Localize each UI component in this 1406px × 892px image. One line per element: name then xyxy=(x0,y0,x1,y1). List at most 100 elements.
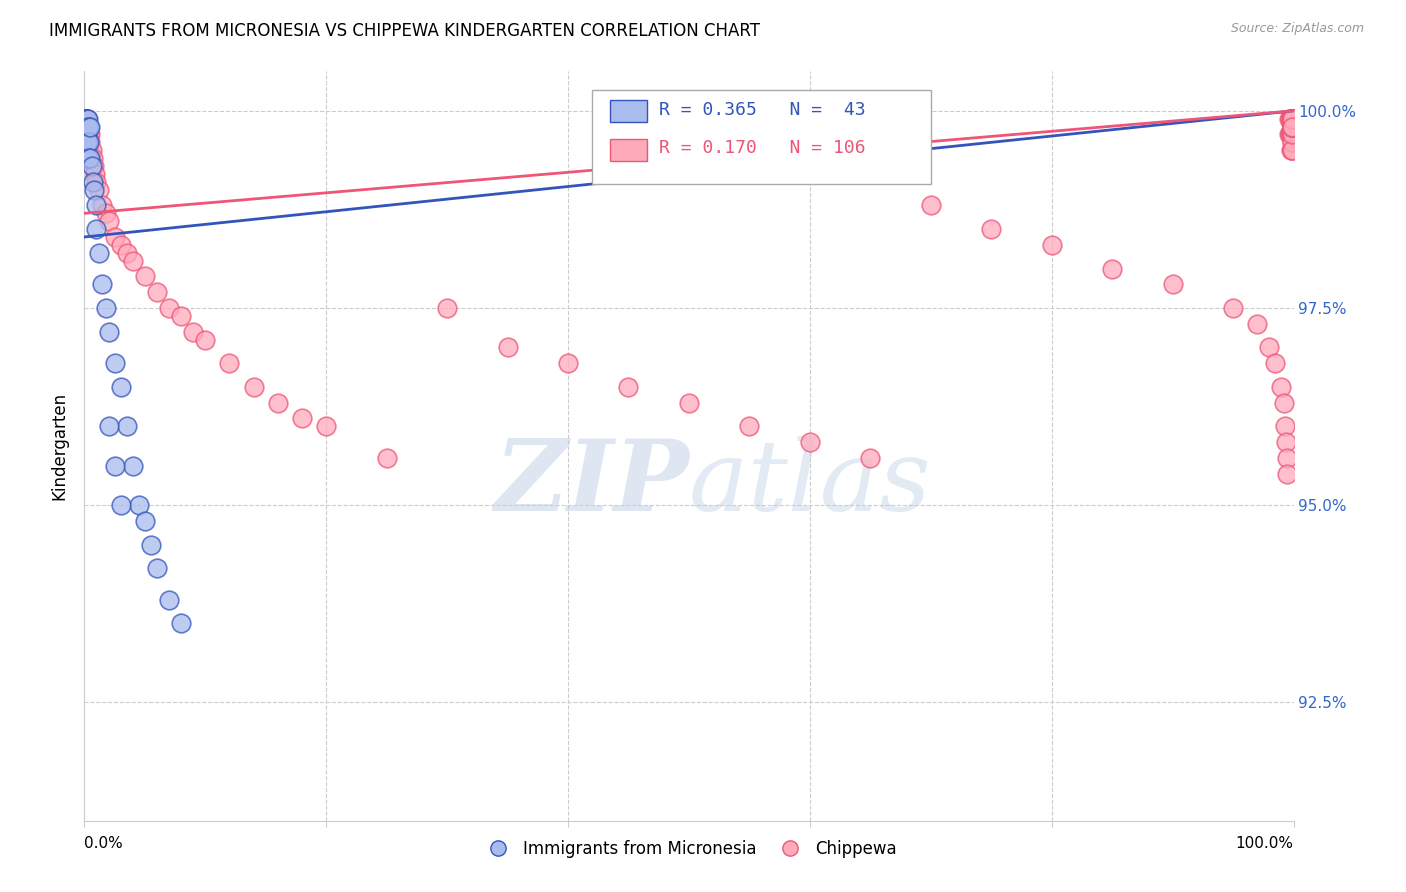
Point xyxy=(859,450,882,465)
Point xyxy=(1281,120,1303,134)
Point xyxy=(75,120,97,134)
Point xyxy=(1278,128,1301,142)
Point xyxy=(1161,277,1184,292)
Point xyxy=(1281,120,1303,134)
Point xyxy=(75,112,97,126)
Point xyxy=(86,198,108,212)
Point xyxy=(79,120,101,134)
Point xyxy=(1040,238,1063,252)
Point xyxy=(1279,143,1302,157)
Point xyxy=(75,136,97,150)
Point xyxy=(77,143,100,157)
FancyBboxPatch shape xyxy=(610,100,647,122)
Point xyxy=(1281,128,1303,142)
Point xyxy=(121,458,143,473)
Point xyxy=(375,450,398,465)
Point xyxy=(980,222,1002,236)
Point xyxy=(1277,467,1299,481)
Text: atlas: atlas xyxy=(689,436,932,531)
Point xyxy=(83,159,105,173)
Point xyxy=(1281,120,1303,134)
Point xyxy=(1278,112,1301,126)
Point xyxy=(1281,120,1303,134)
Point xyxy=(77,151,100,165)
Point xyxy=(76,112,98,126)
Point xyxy=(1281,143,1303,157)
Point xyxy=(291,411,314,425)
Point xyxy=(139,538,162,552)
Point xyxy=(146,561,169,575)
Point xyxy=(76,112,98,126)
Point xyxy=(1281,112,1303,126)
Point xyxy=(1281,120,1303,134)
Point xyxy=(86,175,108,189)
Point xyxy=(110,238,132,252)
Point xyxy=(242,380,264,394)
Point xyxy=(91,277,114,292)
Point xyxy=(1281,112,1303,126)
Point xyxy=(1270,380,1292,394)
Point xyxy=(76,112,98,126)
Point xyxy=(1281,120,1303,134)
Point xyxy=(1281,112,1303,126)
Point xyxy=(79,128,101,142)
Point xyxy=(920,198,942,212)
Point xyxy=(799,435,821,450)
Point xyxy=(77,136,100,150)
Point xyxy=(77,136,100,150)
Text: ZIP: ZIP xyxy=(494,435,689,532)
FancyBboxPatch shape xyxy=(592,90,931,184)
Point xyxy=(110,498,132,512)
Point xyxy=(77,136,100,150)
Point xyxy=(86,222,108,236)
Point xyxy=(77,143,100,157)
Point xyxy=(1281,120,1303,134)
Point xyxy=(194,333,217,347)
Point xyxy=(104,356,127,370)
Point xyxy=(1281,136,1303,150)
Point xyxy=(1281,120,1303,134)
Point xyxy=(1279,112,1302,126)
Point xyxy=(76,120,98,134)
Point xyxy=(77,120,100,134)
Point xyxy=(75,120,97,134)
Point xyxy=(76,136,98,150)
Point xyxy=(1281,112,1303,126)
Point xyxy=(75,112,97,126)
Point xyxy=(82,175,104,189)
Text: Source: ZipAtlas.com: Source: ZipAtlas.com xyxy=(1230,22,1364,36)
Point xyxy=(75,112,97,126)
Point xyxy=(77,128,100,142)
Text: IMMIGRANTS FROM MICRONESIA VS CHIPPEWA KINDERGARTEN CORRELATION CHART: IMMIGRANTS FROM MICRONESIA VS CHIPPEWA K… xyxy=(49,22,761,40)
Point xyxy=(87,183,110,197)
Point xyxy=(1275,435,1298,450)
Point xyxy=(75,128,97,142)
Point xyxy=(678,395,700,409)
Point xyxy=(77,151,100,165)
Point xyxy=(75,120,97,134)
Point xyxy=(1274,419,1296,434)
Point xyxy=(77,120,100,134)
Point xyxy=(76,120,98,134)
Point xyxy=(738,419,761,434)
Point xyxy=(1281,112,1303,126)
Point xyxy=(91,198,114,212)
Point xyxy=(77,136,100,150)
Point xyxy=(76,128,98,142)
Point xyxy=(75,112,97,126)
Point xyxy=(1281,112,1303,126)
Point xyxy=(1281,128,1303,142)
Point xyxy=(1264,356,1286,370)
Point xyxy=(97,325,120,339)
Point xyxy=(1281,112,1303,126)
Point xyxy=(1281,120,1303,134)
Point xyxy=(157,592,180,607)
Point xyxy=(1281,143,1303,157)
Point xyxy=(75,112,97,126)
Point xyxy=(84,167,107,181)
Point xyxy=(76,128,98,142)
Point xyxy=(1277,450,1299,465)
Point xyxy=(94,206,117,220)
Text: R = 0.365   N =  43: R = 0.365 N = 43 xyxy=(659,102,865,120)
Point xyxy=(1281,112,1303,126)
